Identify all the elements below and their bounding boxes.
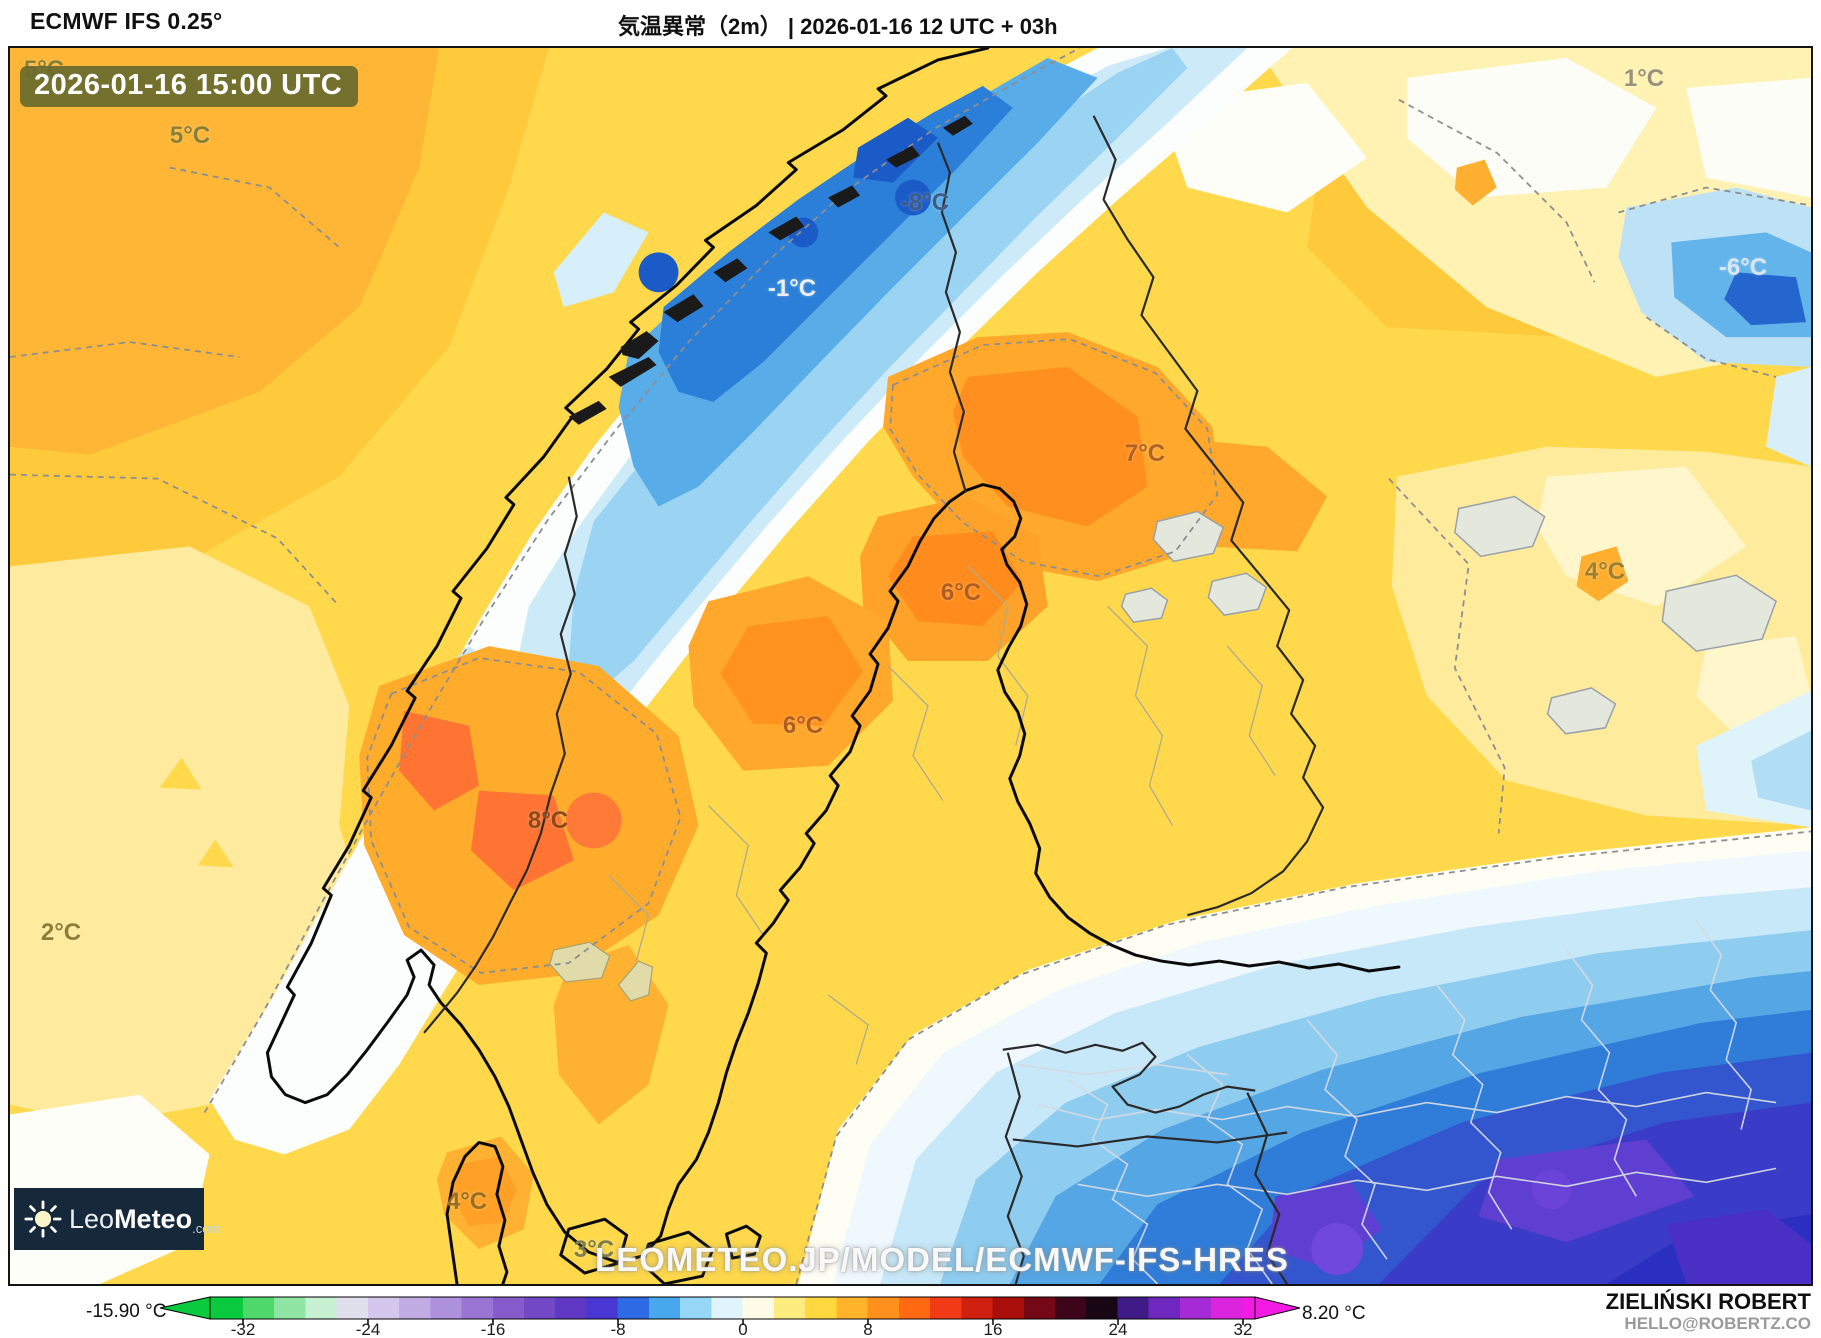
colorbar-tick: 8 bbox=[863, 1320, 873, 1338]
colorbar-gradient bbox=[159, 1296, 1301, 1325]
author-name: ZIELIŃSKI ROBERT bbox=[1605, 1289, 1811, 1314]
colorbar-tick: 24 bbox=[1108, 1320, 1128, 1338]
anomaly-map: 2026-01-16 15:00 UTC 5°C 5°C -8°C -1°C 1… bbox=[8, 46, 1813, 1286]
credits: ZIELIŃSKI ROBERT HELLO@ROBERTZ.CO bbox=[1606, 1289, 1811, 1334]
colorbar-tick: 0 bbox=[738, 1320, 748, 1338]
temp-label: -1°C bbox=[767, 275, 817, 302]
colorbar-tick: -24 bbox=[355, 1320, 381, 1338]
timestamp-badge: 2026-01-16 15:00 UTC bbox=[20, 66, 359, 107]
temp-label: 6°C bbox=[940, 579, 982, 606]
temp-label: 4°C bbox=[446, 1188, 488, 1215]
colorbar bbox=[150, 1293, 1310, 1327]
logo-text-com: .com bbox=[192, 1221, 221, 1236]
temp-label: 5°C bbox=[169, 122, 211, 149]
scale-max-label: 8.20 °C bbox=[1302, 1303, 1366, 1324]
temp-label: 7°C bbox=[1124, 440, 1166, 467]
temp-label: 8°C bbox=[527, 807, 569, 834]
temp-label: 2°C bbox=[40, 919, 82, 946]
colorbar-tick: -16 bbox=[480, 1320, 506, 1338]
scale-min-label: -15.90 °C bbox=[86, 1301, 167, 1322]
watermark: LEOMETEO.JP/MODEL/ECMWF-IFS-HRES bbox=[595, 1241, 1289, 1278]
map-graphic bbox=[10, 48, 1811, 1284]
temp-label: 3°C bbox=[573, 1236, 615, 1263]
sun-icon bbox=[24, 1200, 62, 1238]
colorbar-tick: -8 bbox=[610, 1320, 626, 1338]
page-title: 気温異常（2m） | 2026-01-16 12 UTC + 03h bbox=[618, 14, 1058, 39]
leometeo-logo: Leo Meteo .com bbox=[14, 1188, 220, 1250]
colorbar-tick: 32 bbox=[1233, 1320, 1253, 1338]
temp-label: -8°C bbox=[900, 189, 950, 216]
colorbar-tick: -32 bbox=[230, 1320, 256, 1338]
temp-label: 1°C bbox=[1623, 65, 1665, 92]
logo-text-meteo: Meteo bbox=[114, 1203, 193, 1234]
colorbar-tick: 16 bbox=[983, 1320, 1003, 1338]
temp-label: 6°C bbox=[782, 712, 824, 739]
model-label: ECMWF IFS 0.25° bbox=[30, 8, 223, 34]
temp-label: 4°C bbox=[1584, 558, 1626, 585]
logo-text-leo: Leo bbox=[69, 1203, 115, 1234]
author-email: HELLO@ROBERTZ.CO bbox=[1624, 1314, 1811, 1334]
temp-label: -6°C bbox=[1718, 254, 1768, 281]
